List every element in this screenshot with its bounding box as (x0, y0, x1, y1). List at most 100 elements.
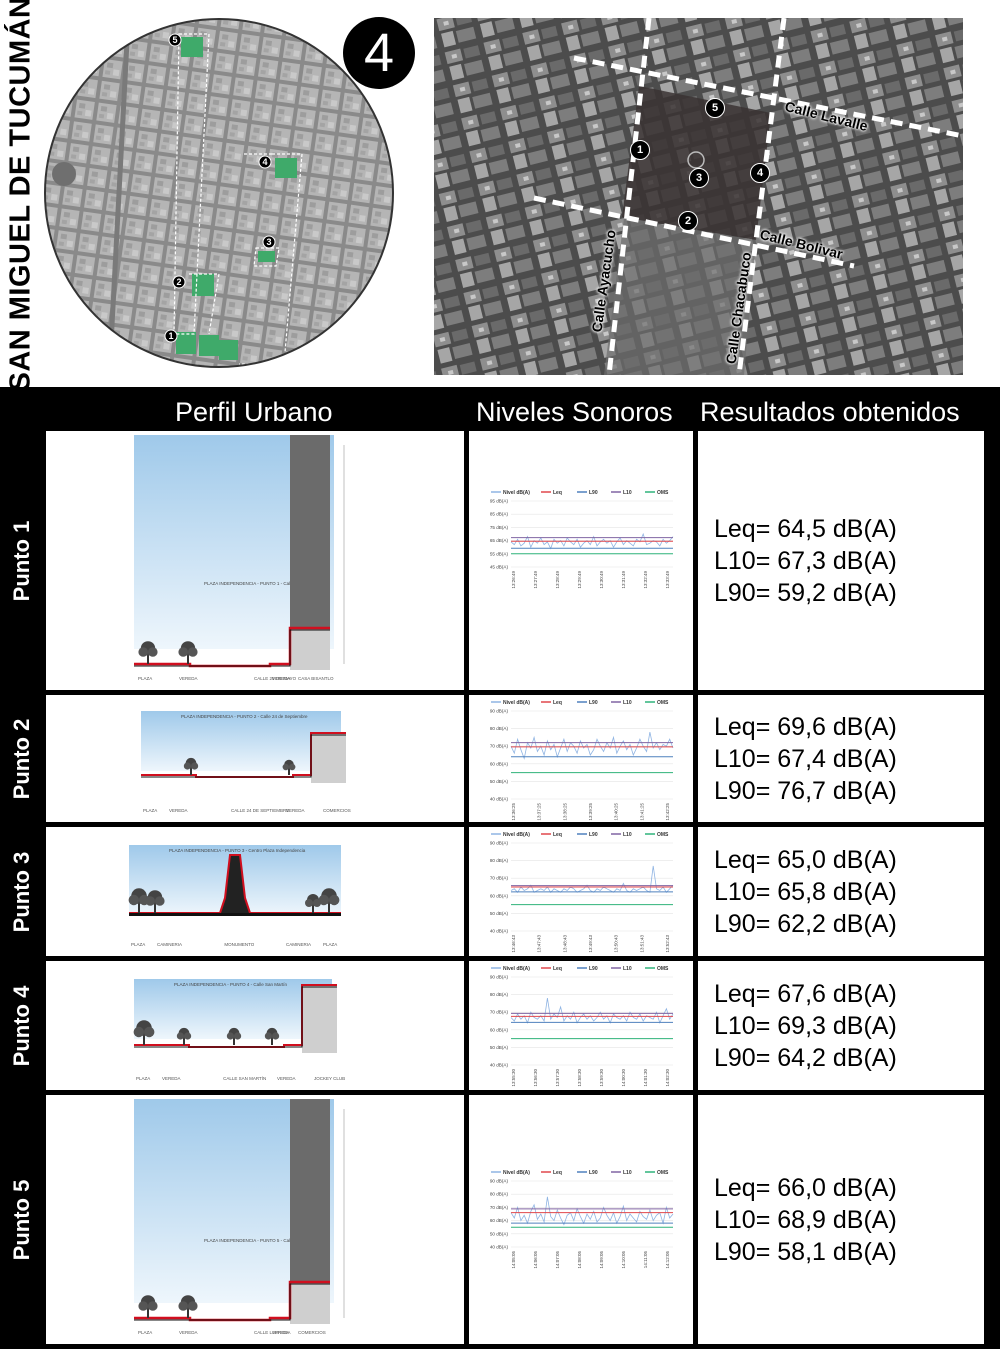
x-tick-label: 13:27:49 (533, 571, 538, 589)
results-cell: Leq= 69,6 dB(A) L10= 67,4 dB(A) L90= 76,7 … (698, 695, 984, 822)
x-tick-label: 13:37:25 (537, 803, 542, 821)
result-value: L10= 68,9 dB(A) (714, 1205, 897, 1234)
y-tick-label: 85 dB(A) (490, 512, 509, 517)
tree-icon (178, 1295, 198, 1318)
plate-number: 4 (363, 23, 395, 83)
building (290, 435, 330, 628)
map-marker-1: 1 (168, 331, 173, 341)
result-value: L10= 67,3 dB(A) (714, 546, 897, 575)
legend-label: L90 (589, 966, 598, 972)
map-marker-5: 5 (172, 35, 177, 45)
map-marker-2: 2 (176, 277, 181, 287)
y-tick-label: 80 dB(A) (490, 1192, 509, 1197)
y-tick-label: 50 dB(A) (490, 1045, 509, 1050)
y-tick-label: 60 dB(A) (490, 893, 509, 898)
x-tick-label: 13:58:30 (577, 1069, 582, 1087)
city-title-strip: SAN MIGUEL DE TUCUMÁN (2, 0, 40, 392)
x-tick-label: 13:55:30 (511, 1069, 516, 1087)
profile-title: PLAZA INDEPENDENCIA - PUNTO 5 - Calle La… (204, 1238, 310, 1243)
series-nivel (510, 1196, 674, 1226)
x-tick-label: 13:40:25 (614, 803, 619, 821)
profile-label: CAMINERIA (157, 942, 182, 947)
legend-label: OMS (657, 966, 669, 972)
tree-icon (138, 1295, 158, 1318)
photo-marker-3: 3 (689, 168, 709, 188)
result-value: L90= 76,7 dB(A) (714, 776, 897, 805)
profile-label: VEREDA (272, 676, 291, 681)
legend-label: Nivel dB(A) (503, 700, 530, 706)
aerial-photo-graphic (434, 18, 963, 375)
result-value: L10= 65,8 dB(A) (714, 877, 897, 906)
urban-profile: PLAZA INDEPENDENCIA - PUNTO 3 - Centro P… (128, 845, 341, 947)
results-cell: Leq= 65,0 dB(A) L10= 65,8 dB(A) L90= 62,2 … (698, 827, 984, 956)
results-cell: Leq= 67,6 dB(A) L10= 69,3 dB(A) L90= 64,2 … (698, 961, 984, 1090)
profile-label: JOCKEY CLUB (314, 1076, 345, 1081)
results-cell: Leq= 64,5 dB(A) L10= 67,3 dB(A) L90= 59,2 … (698, 431, 984, 690)
y-tick-label: 60 dB(A) (490, 1027, 509, 1032)
legend-label: L10 (623, 966, 632, 972)
legend-label: L90 (589, 490, 598, 496)
x-tick-label: 14:10:05 (621, 1251, 626, 1269)
map-marker-4: 4 (262, 157, 267, 167)
profile-label: VEREDA (272, 1330, 291, 1335)
series-nivel (510, 532, 674, 550)
x-tick-label: 13:30:49 (599, 571, 604, 589)
tree-icon (178, 641, 198, 664)
y-tick-label: 70 dB(A) (490, 876, 509, 881)
legend-label: Nivel dB(A) (503, 1170, 530, 1176)
legend-label: Leq (553, 966, 562, 972)
x-tick-label: 13:36:25 (511, 803, 516, 821)
header-perfil: Perfil Urbano (175, 397, 333, 427)
tree-icon (176, 1027, 192, 1045)
monument (129, 854, 341, 914)
photo-marker-2: 2 (678, 211, 698, 231)
x-tick-label: 13:52:43 (665, 935, 670, 953)
header-niveles: Niveles Sonoros (476, 397, 673, 427)
result-value: L10= 67,4 dB(A) (714, 744, 897, 773)
chart-cell: Nivel dB(A) Leq L90 L10 OMS 90 dB(A) 80 dB(A) 7… (469, 695, 693, 822)
profile-label: COMERCIOS (298, 1330, 326, 1335)
series-nivel (510, 732, 674, 760)
row-label: Punto 1 (0, 431, 44, 690)
x-tick-label: 13:56:30 (533, 1069, 538, 1087)
profile-label: PLAZA (131, 942, 145, 947)
building (290, 1099, 330, 1282)
noise-chart: Nivel dB(A) Leq L90 L10 OMS 90 dB(A) 80 dB(A) 7… (490, 832, 674, 953)
profile-label: CALLE 25 DE MAYO (254, 676, 297, 681)
series-nivel (510, 865, 674, 893)
chart-cell: Nivel dB(A) Leq L90 L10 OMS 90 dB(A) 80 dB(A) 7… (469, 827, 693, 956)
legend-label: Leq (553, 490, 562, 496)
result-value: L90= 58,1 dB(A) (714, 1237, 897, 1266)
result-value: L90= 59,2 dB(A) (714, 578, 897, 607)
profile-title: PLAZA INDEPENDENCIA - PUNTO 2 - Calle 24… (181, 714, 308, 719)
legend-label: OMS (657, 832, 669, 838)
urban-profile: PLAZA INDEPENDENCIA - PUNTO 2 - Calle 24… (141, 711, 351, 813)
chart-cell: Nivel dB(A) Leq L90 L10 OMS 95 dB(A) 85 dB(A) 7… (469, 431, 693, 690)
x-tick-label: 13:42:25 (665, 803, 670, 821)
tree-icon (264, 1027, 280, 1045)
y-tick-label: 95 dB(A) (490, 499, 509, 504)
result-value: Leq= 66,0 dB(A) (714, 1173, 897, 1202)
chart-cell: Nivel dB(A) Leq L90 L10 OMS 90 dB(A) 80 dB(A) 7… (469, 1095, 693, 1344)
header-resultados: Resultados obtenidos (700, 397, 960, 427)
tree-icon (133, 1020, 155, 1045)
legend-label: OMS (657, 490, 669, 496)
x-tick-label: 13:51:43 (639, 935, 644, 953)
profile-label: PLAZA (138, 676, 152, 681)
legend-label: OMS (657, 700, 669, 706)
tree-icon (145, 890, 165, 913)
noise-chart: Nivel dB(A) Leq L90 L10 OMS 90 dB(A) 80 dB(A) 7… (490, 700, 674, 821)
y-tick-label: 40 dB(A) (490, 1063, 509, 1068)
tree-icon (226, 1027, 242, 1045)
x-tick-label: 14:05:05 (511, 1251, 516, 1269)
legend-label: L10 (623, 832, 632, 838)
legend-label: L10 (623, 1170, 632, 1176)
x-tick-label: 13:59:30 (599, 1069, 604, 1087)
profile-label: CALLE SAN MARTÍN (223, 1075, 266, 1081)
x-tick-label: 13:41:25 (639, 803, 644, 821)
row-label-text: Punto 4 (9, 985, 34, 1066)
plate-number-badge: 4 (343, 17, 415, 89)
result-value: L90= 62,2 dB(A) (714, 909, 897, 938)
tree-icon (128, 888, 150, 913)
y-tick-label: 80 dB(A) (490, 992, 509, 997)
